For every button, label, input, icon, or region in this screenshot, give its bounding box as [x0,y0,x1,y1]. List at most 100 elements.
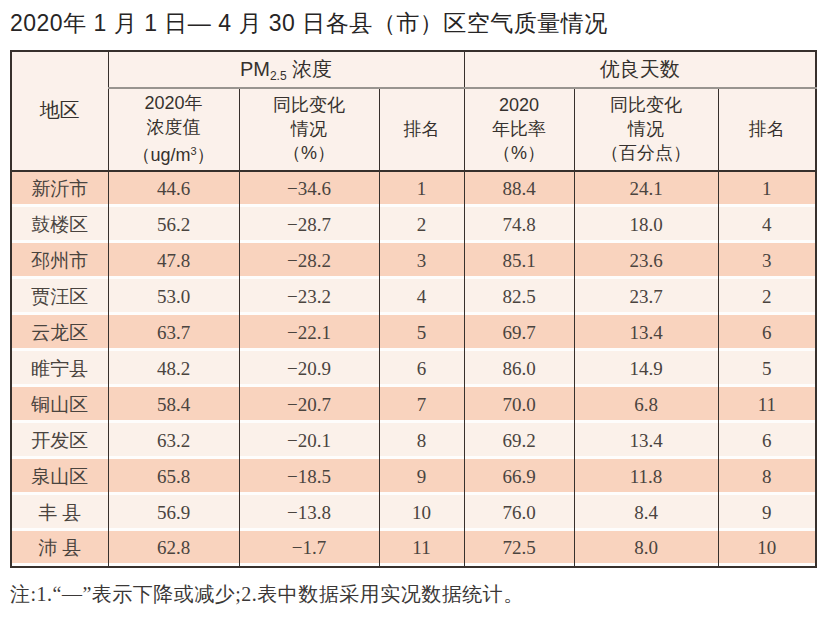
table-row: 铜山区58.4−20.7770.06.811 [11,387,816,423]
good-change-cell: 13.4 [574,423,718,459]
pm-value-unit: （ug/m3） [109,139,239,167]
good-change-cell: 23.7 [574,279,718,315]
pm-change-cell: −22.1 [239,315,379,351]
good-rank-cell: 5 [718,351,816,387]
good-rank-cell: 2 [718,279,816,315]
column-header-pm-value: 2020年 浓度值 （ug/m3） [108,88,239,171]
pm-value-cell: 58.4 [108,387,239,423]
table-row: 云龙区63.7−22.1569.713.46 [11,315,816,351]
region-cell: 鼓楼区 [11,207,108,243]
region-cell: 铜山区 [11,387,108,423]
pm-rank-cell: 4 [379,279,464,315]
good-change-cell: 24.1 [574,171,718,207]
pm-value-cell: 56.9 [108,495,239,531]
pm-value-line1: 2020年 [109,91,239,115]
pm-unit-post: ） [197,145,215,165]
pm-rank-cell: 7 [379,387,464,423]
page-title: 2020年 1 月 1 日— 4 月 30 日各县（市）区空气质量情况 [0,0,825,39]
good-rate-cell: 82.5 [464,279,574,315]
good-rate-cell: 85.1 [464,243,574,279]
good-rank-cell: 11 [718,387,816,423]
table-row: 新沂市44.6−34.6188.424.11 [11,171,816,207]
page: 2020年 1 月 1 日— 4 月 30 日各县（市）区空气质量情况 地区 P… [0,0,825,620]
good-rate-line2: 年比率 [465,117,574,141]
pm-rank-cell: 10 [379,495,464,531]
pm-change-cell: −28.2 [239,243,379,279]
table-row: 睢宁县48.2−20.9686.014.95 [11,351,816,387]
pm-rank-cell: 11 [379,531,464,567]
good-rate-line3: （%） [465,141,574,165]
pm-value-cell: 62.8 [108,531,239,567]
good-change-line1: 同比变化 [575,93,718,117]
header-sub-row: 2020年 浓度值 （ug/m3） 同比变化 情况 （%） 排名 2020 年比… [11,88,816,171]
good-change-cell: 6.8 [574,387,718,423]
column-header-good-rate: 2020 年比率 （%） [464,88,574,171]
pm-change-cell: −20.9 [239,351,379,387]
footnote: 注:1.“—”表示下降或减少;2.表中数据采用实况数据统计。 [10,581,825,608]
column-header-good-change: 同比变化 情况 （百分点） [574,88,718,171]
good-rate-cell: 70.0 [464,387,574,423]
good-change-cell: 13.4 [574,315,718,351]
good-rate-cell: 69.7 [464,315,574,351]
good-rank-cell: 1 [718,171,816,207]
region-cell: 丰 县 [11,495,108,531]
pm-change-line1: 同比变化 [240,93,379,117]
good-change-cell: 8.0 [574,531,718,567]
header-group-row: 地区 PM2.5 浓度 优良天数 [11,51,816,88]
table-row: 泉山区65.8−18.5966.911.88 [11,459,816,495]
good-rate-cell: 66.9 [464,459,574,495]
pm-value-cell: 53.0 [108,279,239,315]
column-header-pm-rank: 排名 [379,88,464,171]
pm-value-cell: 44.6 [108,171,239,207]
pm-change-cell: −1.7 [239,531,379,567]
good-change-cell: 18.0 [574,207,718,243]
region-cell: 云龙区 [11,315,108,351]
good-rank-cell: 3 [718,243,816,279]
good-rank-cell: 10 [718,531,816,567]
table-row: 开发区63.2−20.1869.213.46 [11,423,816,459]
pm-value-cell: 47.8 [108,243,239,279]
pm25-label-suffix: 浓度 [287,58,333,80]
good-change-cell: 11.8 [574,459,718,495]
table-row: 沛 县62.8−1.71172.58.010 [11,531,816,567]
pm-rank-cell: 6 [379,351,464,387]
region-cell: 睢宁县 [11,351,108,387]
pm-change-cell: −20.7 [239,387,379,423]
region-cell: 泉山区 [11,459,108,495]
pm-change-line3: （%） [240,141,379,165]
pm-value-cell: 65.8 [108,459,239,495]
pm25-label-prefix: PM [240,58,270,80]
pm-change-cell: −18.5 [239,459,379,495]
table-body: 新沂市44.6−34.6188.424.11鼓楼区56.2−28.7274.81… [11,171,816,567]
pm-value-cell: 56.2 [108,207,239,243]
good-rank-cell: 4 [718,207,816,243]
column-header-good-rank: 排名 [718,88,816,171]
pm-rank-cell: 8 [379,423,464,459]
air-quality-table: 地区 PM2.5 浓度 优良天数 2020年 浓度值 （ug/m3） 同比变化 … [10,50,817,568]
region-cell: 新沂市 [11,171,108,207]
pm-change-line2: 情况 [240,117,379,141]
table-row: 丰 县56.9−13.81076.08.49 [11,495,816,531]
pm-change-cell: −13.8 [239,495,379,531]
good-rate-line1: 2020 [465,93,574,117]
good-rank-cell: 9 [718,495,816,531]
pm25-label-subscript: 2.5 [270,69,287,83]
pm-change-cell: −28.7 [239,207,379,243]
pm-change-cell: −20.1 [239,423,379,459]
table-header: 地区 PM2.5 浓度 优良天数 2020年 浓度值 （ug/m3） 同比变化 … [11,51,816,171]
good-rank-cell: 8 [718,459,816,495]
good-rate-cell: 72.5 [464,531,574,567]
pm-unit-pre: （ug/m [132,145,190,165]
good-rate-cell: 88.4 [464,171,574,207]
region-cell: 邳州市 [11,243,108,279]
table-row: 邳州市47.8−28.2385.123.63 [11,243,816,279]
good-change-line2: 情况 [575,117,718,141]
pm-rank-cell: 1 [379,171,464,207]
pm-change-cell: −23.2 [239,279,379,315]
pm-rank-cell: 3 [379,243,464,279]
good-change-line3: （百分点） [575,141,718,165]
pm-value-cell: 63.7 [108,315,239,351]
good-rate-cell: 76.0 [464,495,574,531]
region-cell: 沛 县 [11,531,108,567]
pm-rank-cell: 5 [379,315,464,351]
